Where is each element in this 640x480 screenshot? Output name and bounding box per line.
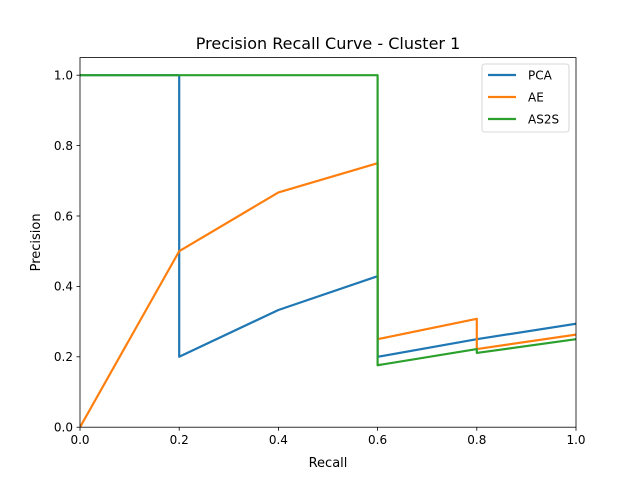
legend-entries: PCA AE AS2S bbox=[488, 69, 559, 127]
x-tick-label: 0.2 bbox=[170, 433, 189, 447]
x-tick-label: 0.8 bbox=[467, 433, 486, 447]
legend-label-as2s: AS2S bbox=[528, 113, 559, 127]
chart-title: Precision Recall Curve - Cluster 1 bbox=[196, 34, 461, 53]
x-axis: 0.0 0.2 0.4 0.6 0.8 1.0 bbox=[70, 427, 586, 447]
y-tick-label: 0.2 bbox=[54, 350, 73, 364]
legend-label-pca: PCA bbox=[528, 69, 553, 83]
y-tick-label: 0.0 bbox=[54, 421, 73, 435]
legend: PCA AE AS2S bbox=[481, 63, 570, 133]
x-tick-label: 0.6 bbox=[368, 433, 387, 447]
legend-label-ae: AE bbox=[528, 91, 544, 105]
x-axis-label: Recall bbox=[309, 456, 348, 471]
x-tick-label: 1.0 bbox=[566, 433, 585, 447]
y-axis-label: Precision bbox=[29, 213, 44, 271]
series-line-pca bbox=[80, 74, 576, 358]
y-axis: 0.0 0.2 0.4 0.6 0.8 1.0 bbox=[54, 69, 80, 435]
x-tick-label: 0.0 bbox=[70, 433, 89, 447]
plot-frame bbox=[79, 57, 577, 428]
series-line-as2s bbox=[80, 74, 576, 367]
plot-area bbox=[80, 74, 576, 428]
y-tick-label: 0.6 bbox=[54, 209, 73, 223]
legend-box bbox=[481, 63, 570, 133]
y-tick-label: 0.8 bbox=[54, 139, 73, 153]
series-layer bbox=[80, 74, 576, 428]
y-tick-label: 1.0 bbox=[54, 69, 73, 83]
x-tick-label: 0.4 bbox=[269, 433, 288, 447]
series-line-ae bbox=[80, 162, 576, 428]
y-tick-label: 0.4 bbox=[54, 280, 73, 294]
